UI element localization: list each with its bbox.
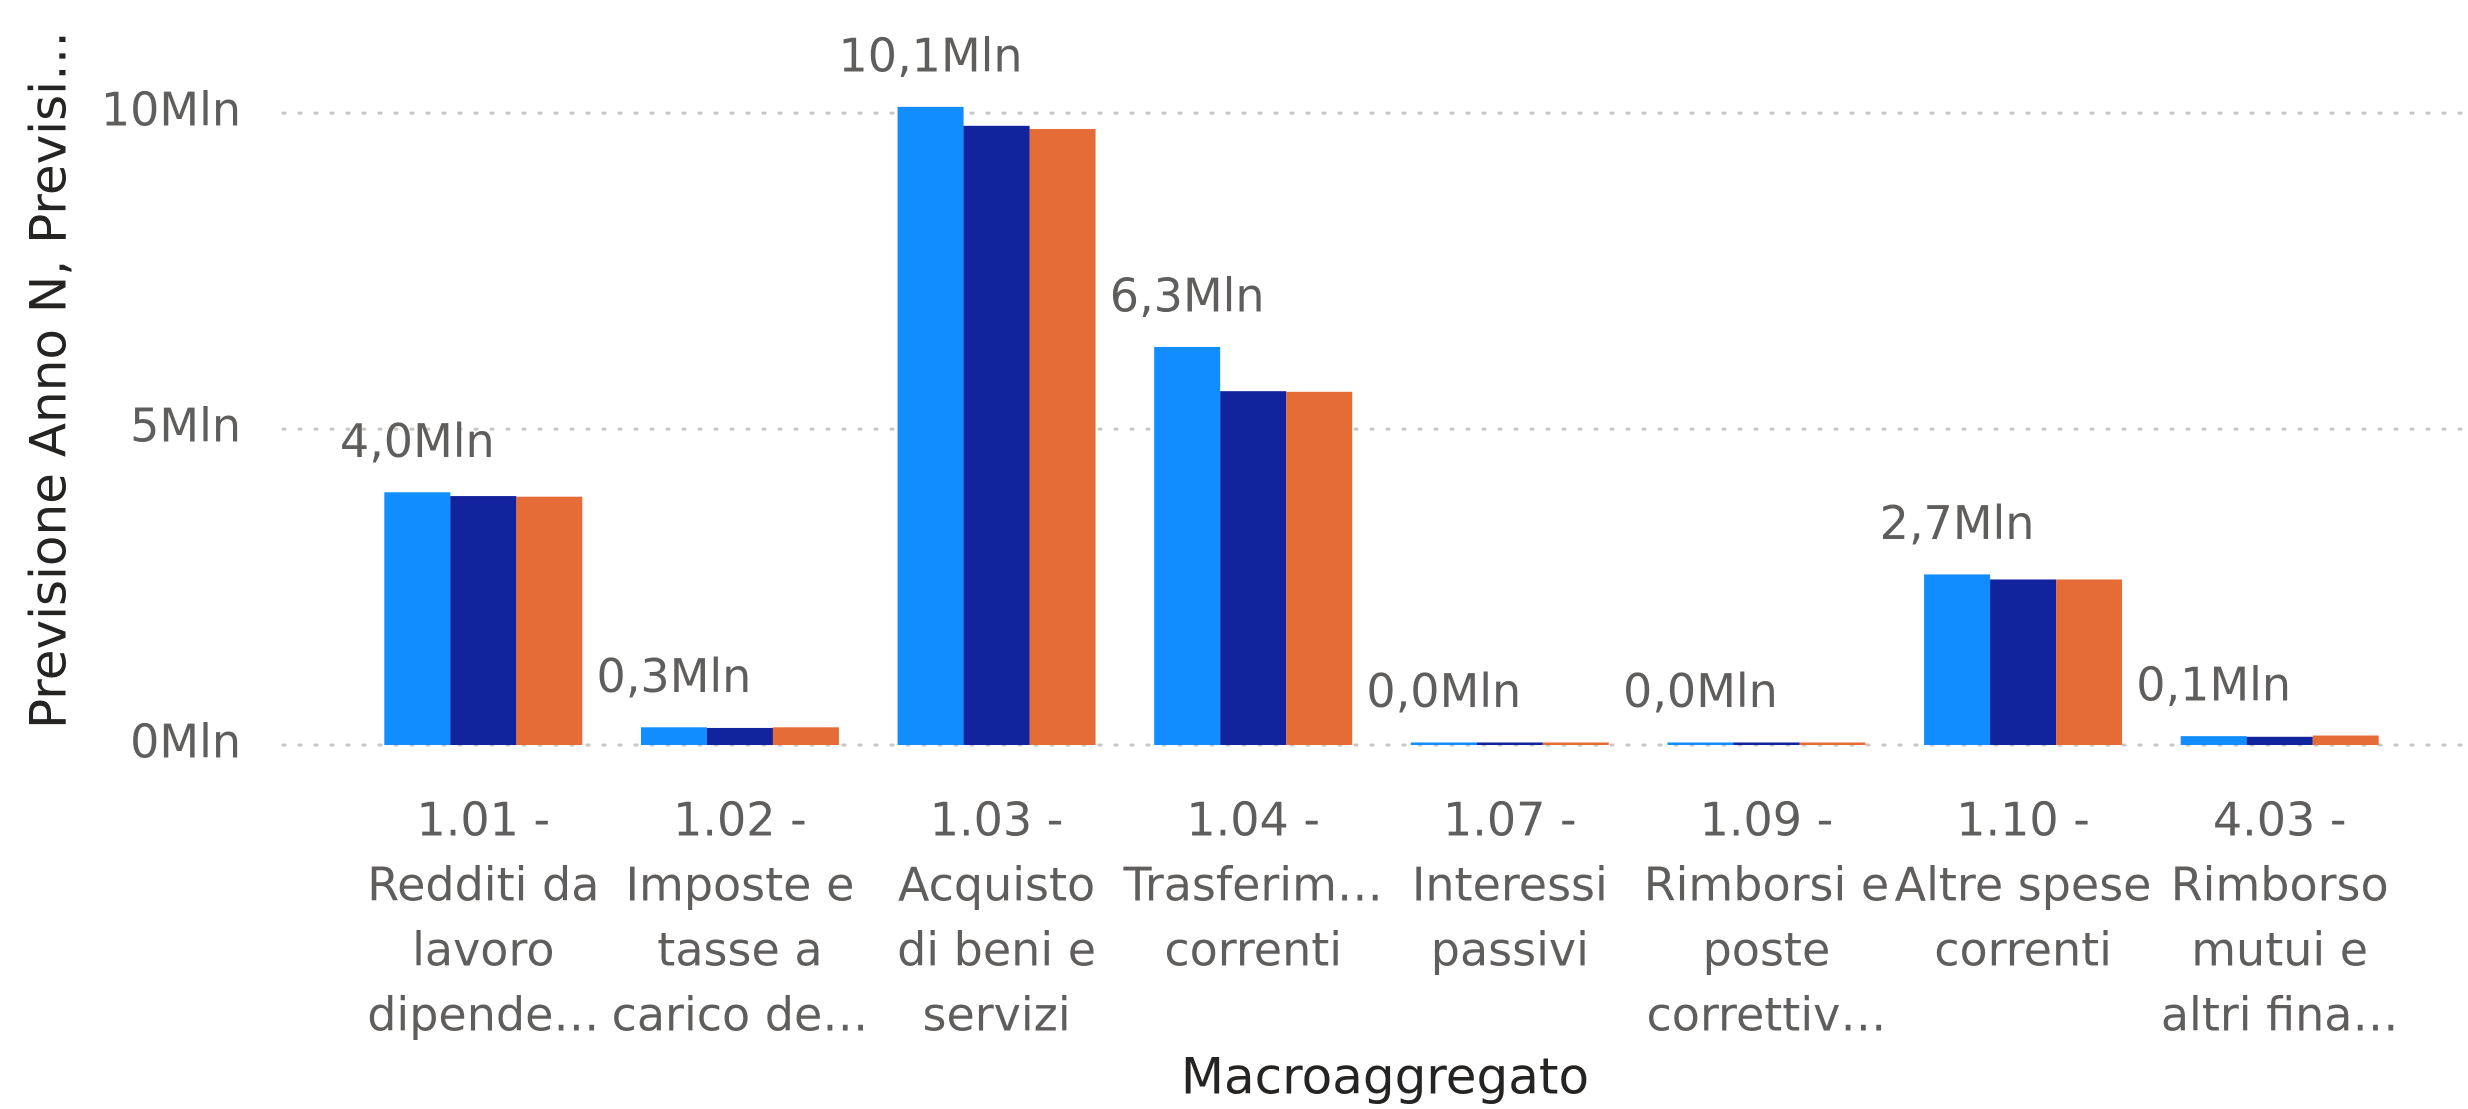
bar	[1286, 391, 1353, 745]
data-label: 10,1Mln	[839, 28, 1023, 82]
x-tick-label: 1.01 -	[416, 793, 550, 847]
x-tick-label: tasse a	[657, 923, 822, 977]
x-tick-label: Rimborso	[2171, 858, 2389, 912]
x-tick-label: 1.04 -	[1186, 793, 1320, 847]
x-tick-label: passivi	[1431, 923, 1589, 977]
x-tick-label: correnti	[1164, 923, 1342, 977]
bar	[2180, 736, 2247, 745]
x-tick-label: 4.03 -	[2213, 793, 2347, 847]
y-tick-label: 5Mln	[130, 399, 241, 453]
x-tick-label: Trasferim…	[1122, 858, 1382, 912]
bar	[450, 496, 517, 745]
x-tick-label: di beni e	[897, 923, 1096, 977]
bar	[1220, 391, 1287, 745]
bar	[640, 727, 707, 745]
bar	[384, 492, 451, 745]
x-tick-label: Acquisto	[898, 858, 1095, 912]
bar	[2056, 579, 2123, 745]
bar	[516, 496, 583, 745]
x-tick-label: Rimborsi e	[1644, 858, 1889, 912]
x-tick-label: lavoro	[412, 923, 554, 977]
x-tick-label: 1.09 -	[1700, 793, 1834, 847]
x-tick-label: correnti	[1934, 923, 2112, 977]
x-tick-label: carico de…	[612, 988, 869, 1042]
bar	[1029, 128, 1096, 745]
bar	[772, 727, 839, 745]
x-tick-label: poste	[1703, 923, 1831, 977]
bar	[1924, 574, 1991, 745]
data-label: 0,0Mln	[1366, 664, 1521, 718]
x-tick-label: dipende…	[367, 988, 599, 1042]
bar	[1154, 346, 1221, 745]
y-tick-label: 10Mln	[101, 83, 241, 137]
data-label: 0,3Mln	[597, 649, 752, 703]
data-label: 0,0Mln	[1623, 664, 1778, 718]
data-label: 4,0Mln	[340, 414, 495, 468]
bar	[2246, 736, 2313, 745]
x-tick-label: servizi	[923, 988, 1071, 1042]
bar	[2312, 735, 2379, 745]
bar	[1799, 742, 1866, 745]
bar	[1542, 742, 1609, 745]
x-tick-label: Altre spese	[1895, 858, 2152, 912]
data-label: 2,7Mln	[1880, 496, 2035, 550]
bar	[897, 106, 964, 745]
data-label: 6,3Mln	[1110, 268, 1265, 322]
x-tick-label: Interessi	[1412, 858, 1608, 912]
y-tick-label: 0Mln	[130, 715, 241, 769]
y-axis-title: Previsione Anno N, Previsi…	[20, 31, 78, 729]
data-label: 0,1Mln	[2136, 658, 2291, 712]
bar	[1990, 579, 2057, 745]
x-tick-label: 1.07 -	[1443, 793, 1577, 847]
x-tick-label: 1.02 -	[673, 793, 807, 847]
bar	[1410, 742, 1477, 745]
bar	[1733, 742, 1800, 745]
x-tick-label: 1.10 -	[1956, 793, 2090, 847]
x-tick-label: Redditi da	[367, 858, 599, 912]
x-tick-label: altri fina…	[2161, 988, 2399, 1042]
bar	[706, 727, 773, 745]
x-axis-title: Macroaggregato	[1181, 1048, 1589, 1106]
bar	[1476, 742, 1543, 745]
x-tick-label: 1.03 -	[930, 793, 1064, 847]
x-tick-label: mutui e	[2191, 923, 2368, 977]
x-tick-label: correttiv…	[1647, 988, 1887, 1042]
x-tick-label: Imposte e	[625, 858, 854, 912]
bar	[1667, 742, 1734, 745]
bar	[963, 125, 1030, 746]
